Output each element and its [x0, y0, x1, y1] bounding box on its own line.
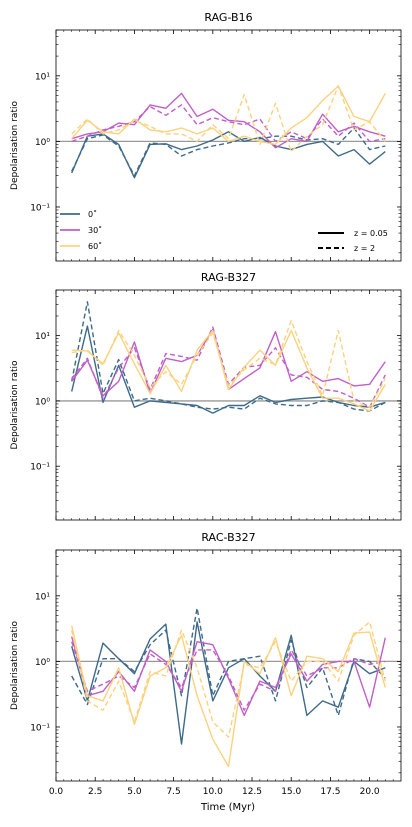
panel-title: RAG-B16	[204, 11, 252, 24]
y-tick-label: 10⁻¹	[30, 463, 50, 473]
series-line-30deg-solid	[71, 92, 386, 149]
legend-label: z = 2	[354, 244, 375, 253]
series-line-60deg-dashed	[71, 319, 386, 408]
series-line-0deg-solid	[71, 621, 386, 745]
panel-1: RAG-B327 10⁻¹ 10⁰ 10¹ Depolarisation ratio	[10, 271, 402, 521]
series-line-0deg-solid	[71, 325, 386, 414]
x-tick-label: 17.5	[320, 787, 340, 797]
y-tick-label: 10¹	[35, 332, 50, 342]
panels: RAG-B16 10⁻¹ 10⁰ 10¹ Depolarisation ratio 0˚ 3…	[10, 11, 402, 782]
panel-2: RAC-B327 10⁻¹ 10⁰ 10¹ Depolarisation ratio	[10, 531, 402, 782]
series-line-30deg-solid	[71, 636, 386, 717]
series-line-0deg-dashed	[71, 301, 386, 412]
x-tick-label: 0.0	[49, 787, 64, 797]
y-tick-label: 10⁰	[35, 658, 50, 668]
x-tick-label: 5.0	[127, 787, 142, 797]
x-tick-label: 15.0	[281, 787, 301, 797]
legend-label: 60˚	[88, 241, 102, 251]
legend-angles: 0˚ 30˚ 60˚	[60, 209, 102, 251]
series-line-0deg-dashed	[71, 607, 386, 717]
y-tick-label: 10⁻¹	[30, 723, 50, 733]
legend-label: 30˚	[88, 225, 102, 235]
panel-title: RAC-B327	[201, 531, 255, 544]
series-line-0deg-dashed	[71, 127, 386, 177]
series-line-60deg-solid	[71, 625, 386, 768]
y-tick-label: 10¹	[35, 72, 50, 82]
x-axis-label: Time (Myr)	[200, 802, 255, 813]
panel-title: RAG-B327	[201, 271, 256, 284]
series-line-0deg-solid	[71, 131, 386, 179]
axes-frame	[55, 549, 402, 782]
panel-0: RAG-B16 10⁻¹ 10⁰ 10¹ Depolarisation ratio 0˚ 3…	[10, 11, 402, 262]
series-line-60deg-solid	[71, 329, 386, 412]
x-tick-label: 7.5	[166, 787, 180, 797]
legend-label: 0˚	[88, 209, 97, 219]
series-line-60deg-dashed	[71, 85, 386, 153]
x-tick-label: 10.0	[203, 787, 223, 797]
y-tick-label: 10⁰	[35, 397, 50, 407]
series-line-30deg-dashed	[71, 641, 386, 711]
series-line-60deg-solid	[71, 85, 386, 146]
y-axis-label: Depolarisation ratio	[10, 360, 20, 449]
axes-frame	[55, 29, 402, 262]
legend-z: z = 0.05 z = 2	[318, 229, 388, 253]
series-line-60deg-dashed	[71, 621, 386, 738]
y-tick-label: 10⁻¹	[30, 203, 50, 213]
x-tick-label: 2.5	[88, 787, 102, 797]
shared-x-axis: 0.0 2.5 5.0 7.5 10.0 12.5 15.0 17.5 20.0	[49, 787, 380, 797]
y-tick-label: 10⁰	[35, 138, 50, 148]
y-tick-label: 10¹	[35, 592, 50, 602]
legend-label: z = 0.05	[354, 229, 388, 238]
y-axis-label: Depolarisation ratio	[10, 101, 20, 190]
y-axis-label: Depolarisation ratio	[10, 621, 20, 710]
x-tick-label: 12.5	[242, 787, 262, 797]
x-tick-label: 20.0	[360, 787, 380, 797]
